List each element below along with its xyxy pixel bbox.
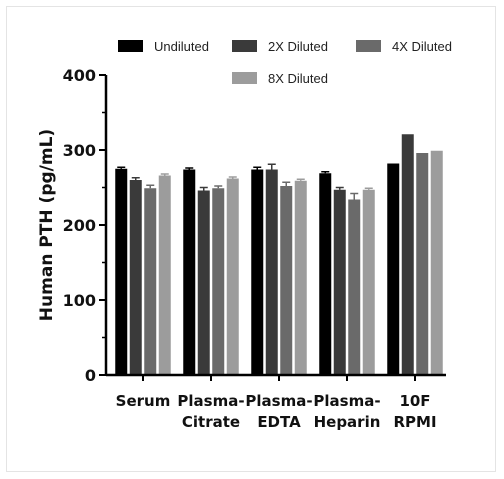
bar bbox=[416, 153, 429, 375]
bar bbox=[333, 189, 346, 375]
y-tick-label: 200 bbox=[63, 216, 96, 235]
y-tick-label: 300 bbox=[63, 141, 96, 160]
y-tick-label: 100 bbox=[63, 291, 96, 310]
bar bbox=[183, 169, 196, 375]
bar bbox=[362, 189, 375, 375]
x-tick-label: Plasma-Citrate bbox=[177, 392, 244, 431]
bar bbox=[387, 163, 400, 375]
y-axis-title: Human PTH (pg/mL) bbox=[37, 129, 57, 321]
legend-label: Undiluted bbox=[154, 39, 209, 54]
bar bbox=[294, 180, 307, 375]
legend-label: 2X Diluted bbox=[268, 39, 328, 54]
bar bbox=[280, 186, 293, 375]
bar bbox=[265, 169, 278, 375]
bar bbox=[158, 175, 171, 375]
y-axis: 0 100 200 300 400 bbox=[63, 66, 108, 385]
legend: Undiluted 2X Diluted 4X Diluted 8X Diluted bbox=[118, 39, 452, 86]
bar bbox=[319, 173, 332, 375]
bar bbox=[401, 134, 414, 375]
x-tick-label: 10F RPMI bbox=[393, 392, 436, 431]
bar bbox=[348, 199, 361, 375]
x-tick-label: Plasma-Heparin bbox=[313, 392, 380, 431]
x-axis: Serum Plasma-CitratePlasma-EDTAPlasma-Hep… bbox=[106, 373, 446, 431]
bar bbox=[226, 178, 239, 375]
bar bbox=[212, 188, 225, 375]
legend-label: 4X Diluted bbox=[392, 39, 452, 54]
bar bbox=[251, 169, 264, 375]
y-tick-label: 0 bbox=[85, 366, 96, 385]
bars bbox=[115, 134, 443, 375]
legend-swatch bbox=[118, 40, 143, 52]
bar bbox=[430, 150, 443, 375]
bar bbox=[115, 168, 128, 375]
bar bbox=[197, 190, 210, 375]
legend-label: 8X Diluted bbox=[268, 71, 328, 86]
legend-swatch bbox=[356, 40, 381, 52]
bar bbox=[129, 180, 142, 375]
x-tick-label: Serum bbox=[116, 392, 171, 410]
legend-swatch bbox=[232, 72, 257, 84]
legend-swatch bbox=[232, 40, 257, 52]
bar bbox=[144, 188, 157, 375]
x-tick-label: Plasma-EDTA bbox=[245, 392, 312, 431]
y-tick-label: 400 bbox=[63, 66, 96, 85]
